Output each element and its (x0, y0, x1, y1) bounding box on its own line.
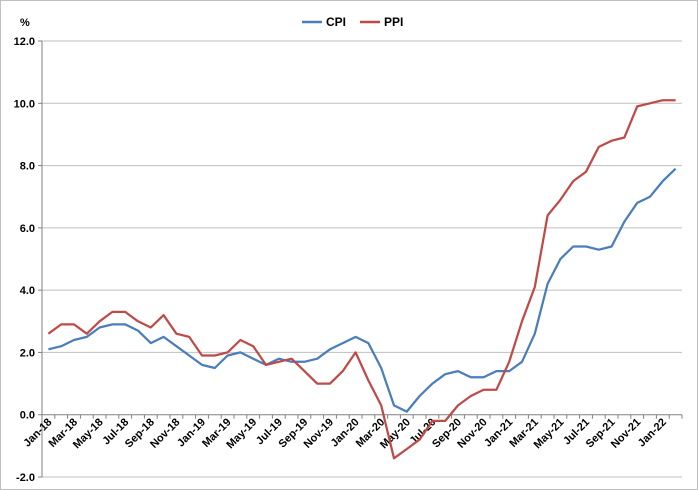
y-tick-label: 10.0 (14, 98, 35, 110)
y-tick-label: 0.0 (20, 410, 35, 422)
y-tick-label: 2.0 (20, 347, 35, 359)
y-axis-unit-label: % (20, 17, 30, 29)
legend: CPI PPI (302, 15, 403, 29)
y-tick-label: 12.0 (14, 36, 35, 48)
gridlines (42, 40, 682, 478)
y-tick-label: 4.0 (20, 285, 35, 297)
series-line-ppi (47, 99, 676, 460)
y-tick-label: 8.0 (20, 161, 35, 173)
y-axis-ticks: 12.0 10.0 8.0 6.0 4.0 2.0 0.0 -2.0 (14, 36, 42, 484)
x-tick-label: Jan-22 (636, 416, 669, 449)
y-tick-label: 6.0 (20, 223, 35, 235)
x-axis-ticks: Jan-18Mar-18May-18Jul-18Sep-18Nov-18Jan-… (21, 414, 683, 451)
axes (41, 41, 682, 477)
y-tick-label: -2.0 (16, 472, 35, 484)
series-line-cpi (48, 167, 677, 413)
series-lines (47, 99, 677, 460)
legend-label-ppi: PPI (384, 15, 403, 29)
legend-label-cpi: CPI (326, 15, 346, 29)
